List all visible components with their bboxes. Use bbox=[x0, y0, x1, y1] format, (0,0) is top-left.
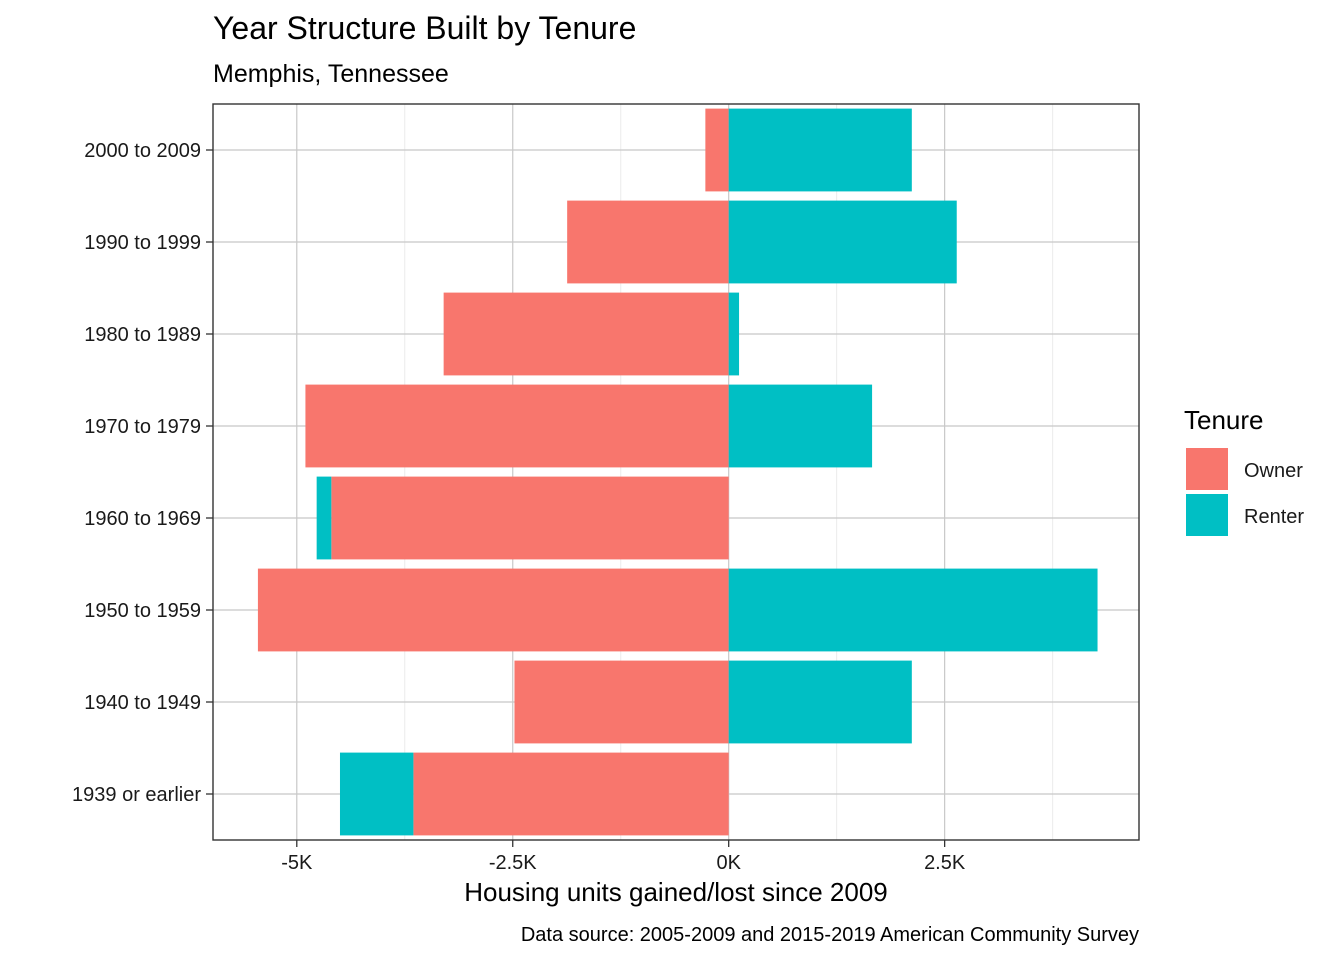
legend-label-owner: Owner bbox=[1244, 460, 1303, 482]
bar-renter-7 bbox=[339, 752, 414, 836]
bar-owner-5 bbox=[257, 568, 729, 652]
bar-owner-0 bbox=[705, 108, 729, 192]
x-axis-title: Housing units gained/lost since 2009 bbox=[464, 877, 888, 907]
bar-owner-4 bbox=[331, 476, 729, 560]
bar-owner-3 bbox=[305, 384, 729, 468]
x-axis: -5K -2.5K 0K 2.5K bbox=[281, 840, 966, 874]
bar-owner-2 bbox=[443, 292, 729, 376]
chart-title: Year Structure Built by Tenure bbox=[213, 10, 636, 46]
bar-renter-0 bbox=[728, 108, 912, 192]
x-tick-label: 0K bbox=[716, 852, 741, 874]
bar-owner-6 bbox=[514, 660, 729, 744]
bar-renter-2 bbox=[728, 292, 740, 376]
legend-key-renter bbox=[1186, 494, 1228, 536]
y-axis: 2000 to 2009 1990 to 1999 1980 to 1989 1970… bbox=[72, 140, 213, 806]
y-tick-label: 1980 to 1989 bbox=[84, 324, 201, 346]
y-tick-label: 1990 to 1999 bbox=[84, 232, 201, 254]
plot-panel-border bbox=[212, 103, 1140, 841]
chart-caption: Data source: 2005-2009 and 2015-2019 Ame… bbox=[521, 924, 1139, 946]
x-tick-label: -2.5K bbox=[489, 852, 537, 874]
x-tick-label: -5K bbox=[281, 852, 313, 874]
legend-key-owner bbox=[1186, 448, 1228, 490]
legend-label-renter: Renter bbox=[1244, 506, 1304, 528]
bar-renter-1 bbox=[728, 200, 957, 284]
y-tick-label: 1940 to 1949 bbox=[84, 692, 201, 714]
y-tick-label: 1970 to 1979 bbox=[84, 416, 201, 438]
bar-renter-3 bbox=[728, 384, 873, 468]
y-tick-label: 1950 to 1959 bbox=[84, 600, 201, 622]
x-tick-label: 2.5K bbox=[924, 852, 966, 874]
legend: Tenure Owner Renter bbox=[1184, 405, 1304, 536]
bar-renter-5 bbox=[728, 568, 1098, 652]
bar-owner-7 bbox=[413, 752, 729, 836]
bar-renter-4 bbox=[316, 476, 332, 560]
chart-subtitle: Memphis, Tennessee bbox=[213, 60, 449, 88]
y-tick-label: 1960 to 1969 bbox=[84, 508, 201, 530]
y-tick-label: 1939 or earlier bbox=[72, 784, 201, 806]
y-tick-label: 2000 to 2009 bbox=[84, 140, 201, 162]
bar-renter-6 bbox=[728, 660, 912, 744]
legend-title: Tenure bbox=[1184, 405, 1264, 435]
bar-owner-1 bbox=[567, 200, 729, 284]
bars-layer bbox=[257, 108, 1098, 836]
